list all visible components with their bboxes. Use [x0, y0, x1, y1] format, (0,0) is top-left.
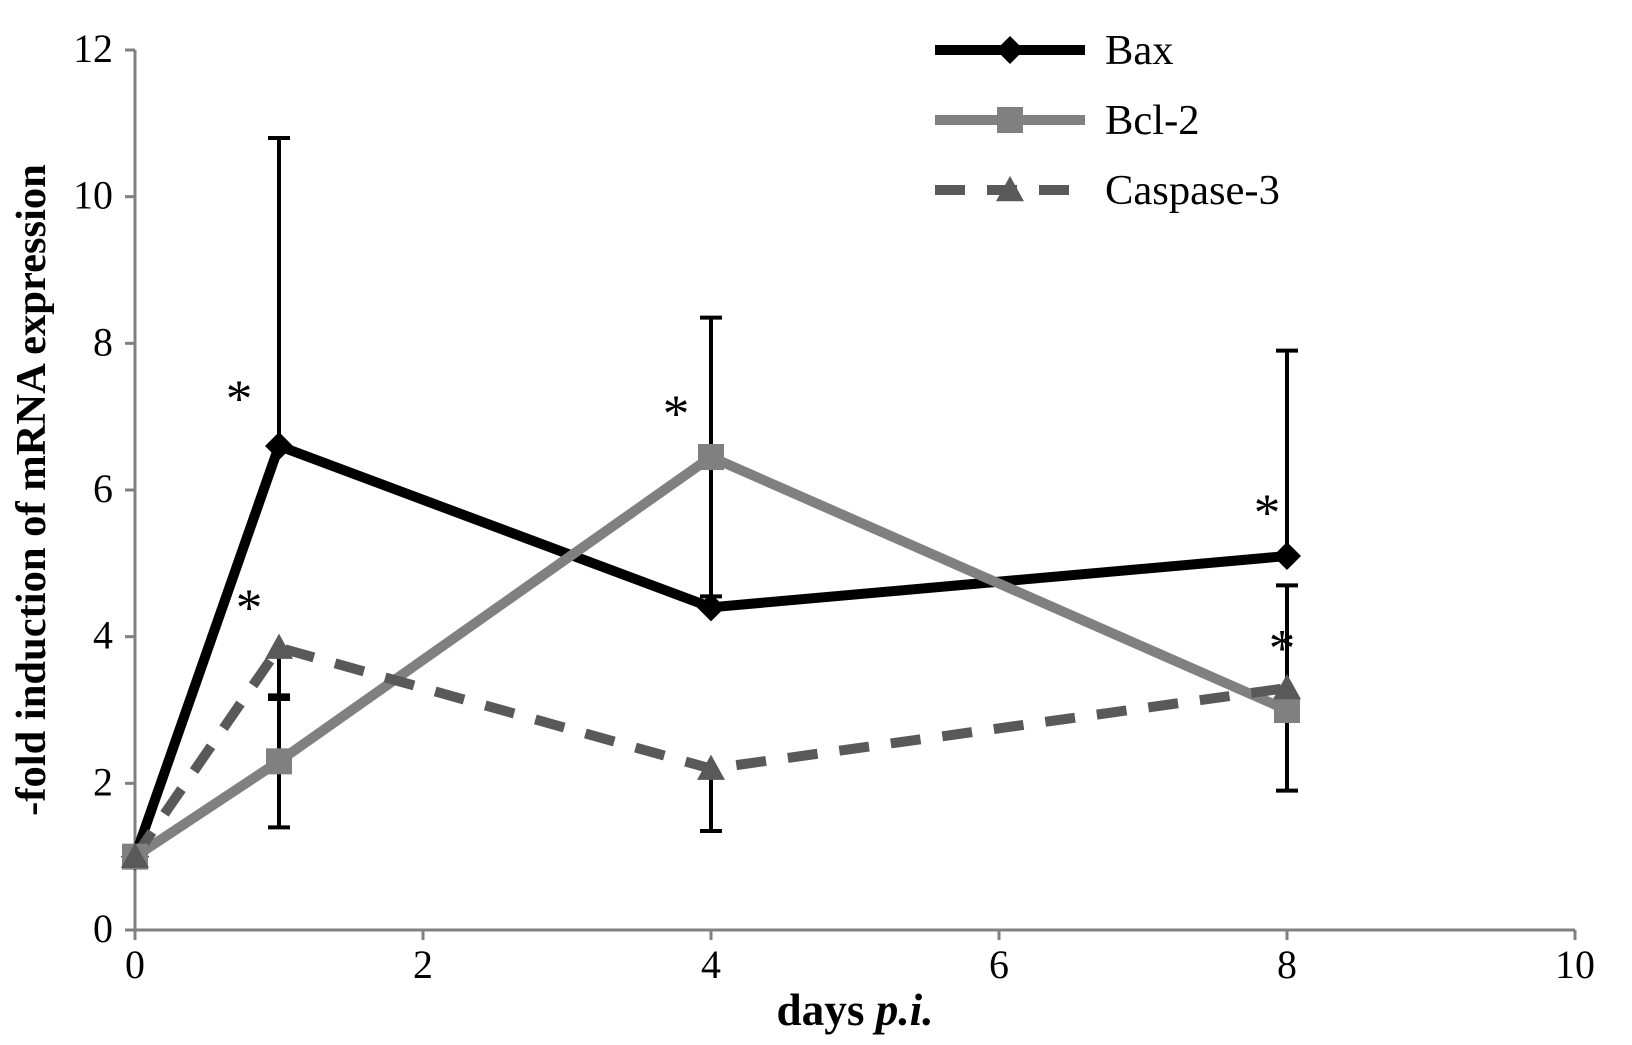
x-tick-label: 0: [125, 942, 145, 987]
y-tick-label: 2: [93, 759, 113, 804]
y-tick-label: 8: [93, 319, 113, 364]
diamond-marker: [1273, 542, 1301, 570]
x-tick-label: 6: [989, 942, 1009, 987]
square-marker: [698, 444, 724, 470]
square-marker: [997, 107, 1023, 133]
y-tick-label: 4: [93, 613, 113, 658]
legend-label-bax: Bax: [1105, 27, 1174, 74]
significance-marker: *: [1269, 619, 1296, 678]
legend-label-bcl2: Bcl-2: [1105, 97, 1200, 144]
square-marker: [266, 748, 292, 774]
legend-label-casp3: Caspase-3: [1105, 167, 1280, 214]
square-marker: [1274, 697, 1300, 723]
y-axis-label: -fold induction of mRNA expression: [8, 164, 55, 816]
y-tick-label: 10: [73, 173, 113, 218]
line-chart: 0 2 4 6 8 10 0 2 4 6 8 10 12 days p.i. -fold induction…: [0, 0, 1632, 1045]
x-tick-label: 8: [1277, 942, 1297, 987]
diamond-marker: [265, 432, 293, 460]
x-tick-label: 10: [1555, 942, 1595, 987]
y-tick-label: 12: [73, 26, 113, 71]
x-axis-label: days p.i.: [776, 985, 933, 1035]
significance-marker: *: [236, 579, 263, 638]
diamond-marker: [996, 36, 1024, 64]
significance-marker: *: [1254, 483, 1281, 542]
significance-marker: *: [663, 384, 690, 443]
y-tick-label: 6: [93, 466, 113, 511]
y-tick-label: 0: [93, 906, 113, 951]
x-tick-label: 2: [413, 942, 433, 987]
significance-marker: *: [226, 370, 253, 429]
x-tick-label: 4: [701, 942, 721, 987]
chart-root: 0 2 4 6 8 10 0 2 4 6 8 10 12 days p.i. -fold induction…: [0, 0, 1632, 1045]
